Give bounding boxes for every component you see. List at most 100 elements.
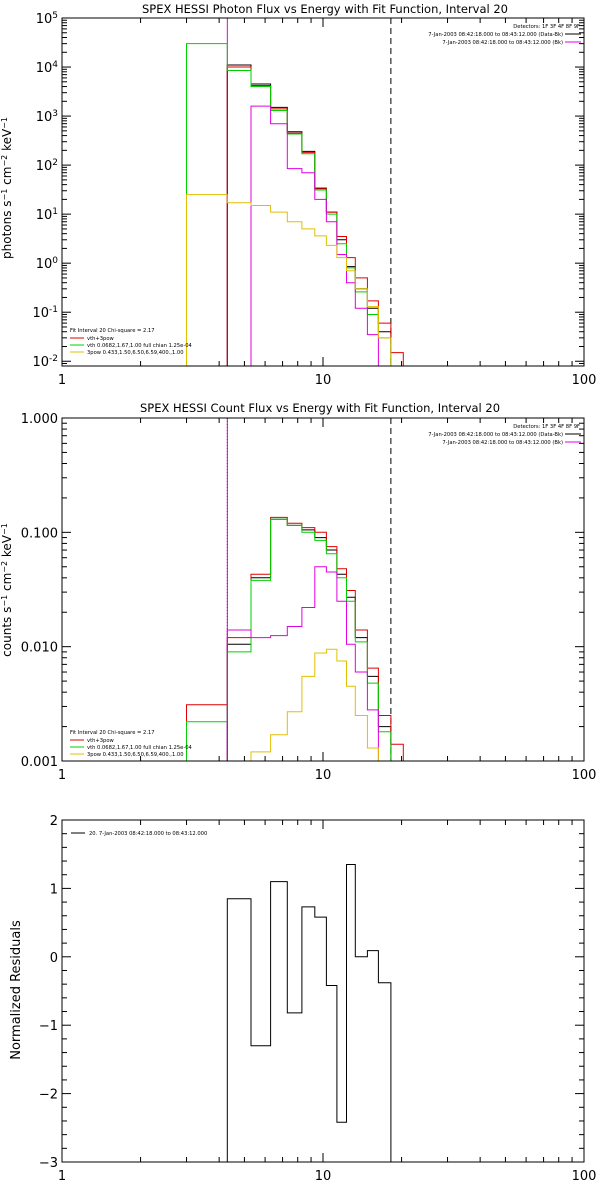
ylabel-exp1: −1 [0,189,9,201]
y-tick-exponent: 5 [52,11,58,21]
legend-vth: vth 0.0682,1.67,1.00 full chian 1.25e-04 [87,343,192,349]
y-tick-label: 1 [50,882,58,897]
detectors-text: Detectors: 1F 3F 4F 8F 9F [513,24,580,30]
ylabel-exp2: −2 [0,561,9,573]
series-0-histogram [226,864,392,1162]
series-3-histogram [250,105,379,366]
legend-total-fit: vth+3pow [87,738,115,744]
y-tick-base: 10 [36,208,53,223]
ylabel-exp3: −1 [0,523,9,535]
y-tick-labels: −3 −2 −1 0 1 2 [39,814,58,1171]
y-tick-base: 10 [36,61,53,76]
y-tick-exponent: 1 [52,207,58,217]
y-tick-exponent: 2 [52,158,58,168]
ylabel-cm: cm [0,573,14,595]
y-tick-exponent: 4 [52,60,58,70]
y-tick-label: 2 [50,814,58,829]
legend-right: Detectors: 1F 3F 4F 8F 9F 7-Jan-2003 08:… [428,24,581,46]
axes-frame [61,819,585,1163]
x-tick-label: 100 [572,768,597,783]
y-tick-label: 10-2 [32,354,58,370]
legend-vth: vth 0.0682,1.67,1.00 full chian 1.25e-04 [87,745,192,751]
legend-entry: 20. 7-Jan-2003 08:42:18.000 to 08:43:12.… [89,831,207,837]
y-tick-base: 10 [36,110,53,125]
y-tick-label: 100 [36,256,59,272]
ylabel-photons: photons s [0,200,14,259]
plot-area [186,18,404,366]
y-axis-label: counts s−1 cm−2 keV−1 [0,523,14,657]
y-axis-label: photons s−1 cm−2 keV−1 [0,117,14,259]
series-2-histogram [186,518,392,761]
ylabel-cm: cm [0,167,14,189]
legend-right: Detectors: 1F 3F 4F 8F 9F 7-Jan-2003 08:… [428,424,581,446]
y-tick-exponent: 0 [52,256,58,266]
y-tick-label: 102 [36,158,58,174]
y-tick-label: 104 [36,60,59,76]
ylabel-exp3: −1 [0,117,9,129]
axis-ticks [61,417,584,762]
legend-left: Fit Interval 20 Chi-square = 2.17 vth+3p… [70,328,192,356]
fit-header: Fit Interval 20 Chi-square = 2.17 [70,730,155,736]
plot-area [186,418,404,761]
series-2-histogram [186,43,392,366]
x-tick-label: 100 [572,373,597,388]
y-tick-exponent: 3 [52,109,58,119]
y-tick-exponent: -2 [49,354,58,364]
y-tick-label: 103 [36,109,58,125]
x-tick-label: 10 [315,373,332,388]
x-tick-label: 10 [315,768,332,783]
y-tick-label: −1 [39,1019,58,1034]
y-tick-label: 0.001 [21,755,58,770]
y-tick-label: 10-1 [32,305,58,321]
count-flux-panel: SPEX HESSI Count Flux vs Energy with Fit… [0,401,596,783]
y-tick-label: −2 [39,1088,58,1103]
legend-entry-data-bk: 7-Jan-2003 08:42:18.000 to 08:43:12.000 … [428,32,563,38]
legend-entry-bk: 7-Jan-2003 08:42:18.000 to 08:43:12.000 … [442,40,563,46]
legend-entry-data-bk: 7-Jan-2003 08:42:18.000 to 08:43:12.000 … [428,432,563,438]
axes-frame [61,17,585,367]
ylabel-exp1: −1 [0,595,9,607]
y-tick-label: 0 [50,951,58,966]
photon-flux-panel: SPEX HESSI Photon Flux vs Energy with Fi… [0,2,596,388]
series-1-histogram [226,66,404,366]
y-tick-label: −3 [39,1156,58,1171]
x-tick-label: 10 [315,1169,332,1184]
y-tick-base: 10 [36,257,53,272]
x-tick-label: 1 [58,768,66,783]
legend-left: Fit Interval 20 Chi-square = 2.17 vth+3p… [70,730,192,758]
ylabel-counts: counts s [0,607,14,657]
fit-header: Fit Interval 20 Chi-square = 2.17 [70,328,155,334]
y-tick-label: 105 [36,11,58,27]
y-axis-label: Normalized Residuals [9,920,24,1060]
y-tick-labels: 0.001 0.010 0.100 1.000 [21,412,58,770]
x-tick-label: 1 [58,1169,66,1184]
series-4-histogram [186,194,392,366]
legend-3pow: 3pow 0.433,1.50,6.50,6.59,400.,1.00 [87,350,184,356]
y-tick-label: 0.010 [21,641,58,656]
legend-total-fit: vth+3pow [87,336,115,342]
legend-3pow: 3pow 0.433,1.50,6.50,6.59,400.,1.00 [87,752,184,758]
plot-area [226,864,392,1162]
chart-title: SPEX HESSI Photon Flux vs Energy with Fi… [142,2,508,16]
y-tick-base: 10 [36,159,53,174]
legend-entry-bk: 7-Jan-2003 08:42:18.000 to 08:43:12.000 … [442,440,563,446]
series-0-histogram [226,518,392,761]
legend: 20. 7-Jan-2003 08:42:18.000 to 08:43:12.… [71,831,207,837]
axis-ticks [61,17,584,367]
x-tick-labels: 1 10 100 [58,1169,597,1184]
x-tick-label: 1 [58,373,66,388]
y-tick-label: 101 [36,207,58,223]
y-tick-label: 1.000 [21,412,58,427]
y-tick-base: 10 [32,355,49,370]
chart-title: SPEX HESSI Count Flux vs Energy with Fit… [140,401,500,415]
series-4-histogram [250,648,379,761]
detectors-text: Detectors: 1F 3F 4F 8F 9F [513,424,580,430]
series-3-histogram [226,566,379,761]
axes-frame [61,417,585,762]
series-1-histogram [186,516,404,761]
series-0-histogram [226,64,392,366]
x-tick-labels: 1 10 100 [58,373,597,388]
y-tick-base: 10 [32,306,49,321]
